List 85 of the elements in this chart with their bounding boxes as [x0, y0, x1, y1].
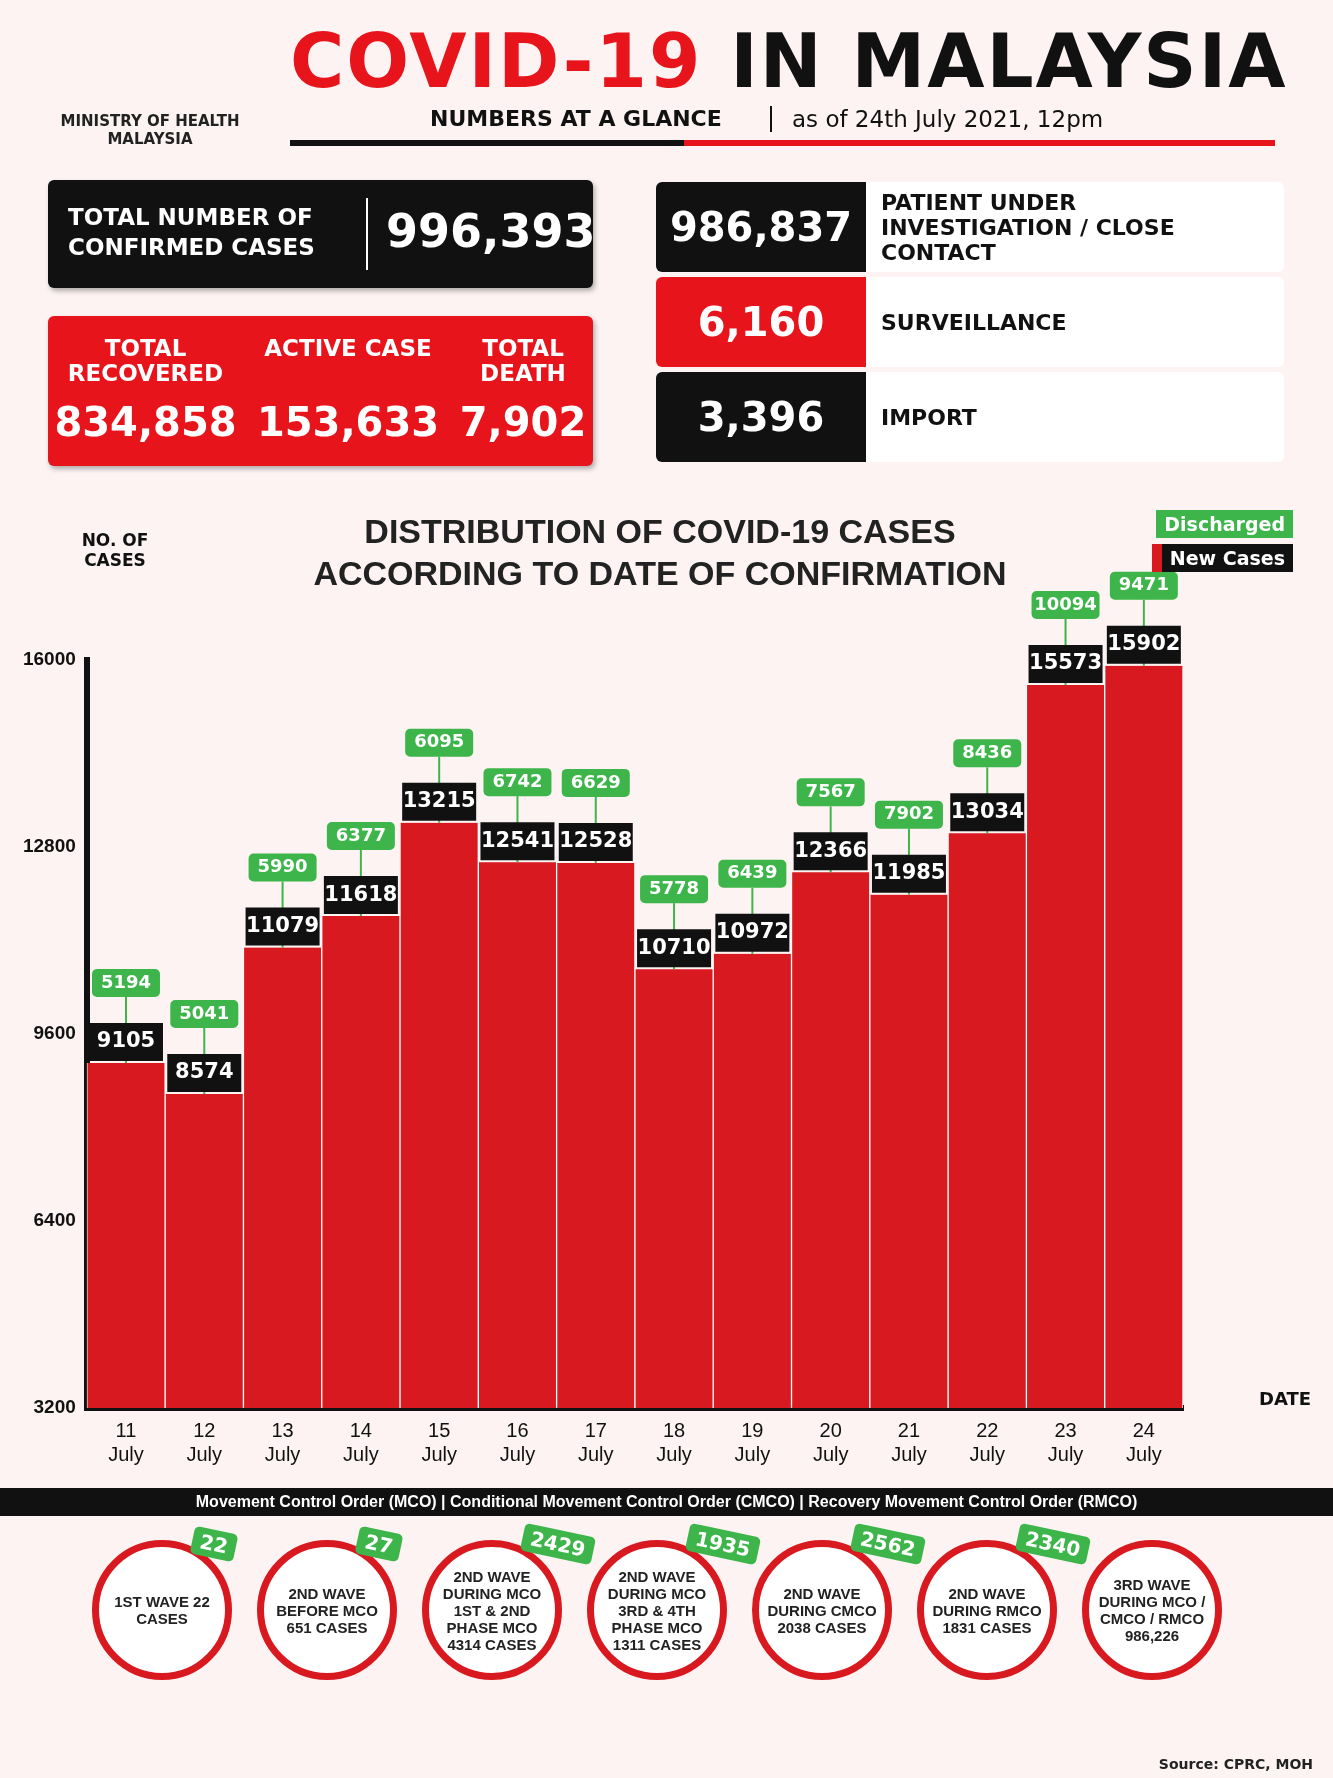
x-tick-label: 13 July — [264, 1418, 301, 1465]
x-tick-label: 21 July — [891, 1418, 927, 1465]
category-label: TOTAL DEATH — [479, 335, 567, 388]
data-label: 12541 — [480, 827, 554, 852]
data-label: 10710 — [637, 934, 711, 959]
annotation: 6439 — [727, 861, 778, 883]
category-label: ACTIVE CASE — [263, 335, 433, 363]
annotation: 6629 — [570, 770, 621, 792]
text: 6,160 — [697, 299, 825, 345]
data-label: 11079 — [246, 913, 320, 938]
text: COVID-19 IN MALAYSIA — [290, 18, 1288, 104]
category-label: 2ND WAVE DURING MCO 3RD & 4TH PHASE MCO 1311 CASES — [607, 1567, 707, 1653]
annotation: 5990 — [257, 855, 308, 877]
annotation: 9471 — [1118, 573, 1169, 595]
data-label: 1935 — [684, 1522, 761, 1566]
x-tick-label: 17 July — [577, 1418, 614, 1465]
annotation: 6095 — [414, 730, 465, 752]
x-tick-label: 16 July — [499, 1418, 536, 1465]
y-tick-label: 6400 — [33, 1209, 76, 1231]
text: 153,633 — [256, 399, 440, 445]
category-label: TOTAL NUMBER OF CONFIRMED CASES — [68, 203, 316, 262]
category-label: SURVEILLANCE — [881, 308, 1068, 337]
x-tick-label: 23 July — [1047, 1418, 1084, 1465]
annotation: 5778 — [649, 876, 700, 898]
text: Movement Control Order (MCO) | Conditional Movement Control Order (CMCO) | Recovery Movement Control Order (RMCO) — [0, 1488, 1333, 1516]
y-tick-label: 9600 — [33, 1022, 76, 1044]
text: NUMBERS AT A GLANCE — [430, 106, 722, 131]
data-label: 13034 — [950, 798, 1024, 823]
y-tick-label: 12800 — [22, 835, 76, 857]
data-label: 12366 — [794, 837, 868, 862]
text: 834,858 — [54, 399, 237, 445]
category-label: 2ND WAVE DURING RMCO 1831 CASES — [932, 1584, 1042, 1636]
category-label: PATIENT UNDER INVESTIGATION / CLOSE CONTACT — [881, 188, 1176, 267]
x-tick-label: 15 July — [421, 1418, 457, 1465]
category-label: IMPORT — [881, 403, 978, 432]
x-tick-label: 20 July — [812, 1418, 849, 1465]
x-tick-label: 11 July — [108, 1418, 144, 1465]
annotation: 8436 — [962, 741, 1013, 762]
source-note: Source: CPRC, MOH — [1158, 1756, 1313, 1772]
x-tick-label: 12 July — [186, 1418, 223, 1465]
y-tick-label: 3200 — [33, 1396, 76, 1418]
data-label: 13215 — [402, 788, 476, 813]
data-label: 2562 — [849, 1522, 926, 1566]
data-label: 10972 — [715, 919, 789, 944]
annotation: 6377 — [335, 823, 386, 845]
data-label: 2429 — [519, 1522, 596, 1566]
category-label: 2ND WAVE DURING CMCO 2038 CASES — [767, 1584, 877, 1636]
category-label: 3RD WAVE DURING MCO / CMCO / RMCO 986,226 — [1082, 1540, 1222, 1680]
chart-title: DISTRIBUTION OF COVID-19 CASES ACCORDING TO DATE OF CONFIRMATION — [312, 511, 1008, 594]
data-label: 9105 — [96, 1028, 156, 1053]
x-tick-label: 18 July — [656, 1418, 692, 1465]
text: MINISTRY OF HEALTH MALAYSIA — [59, 112, 241, 148]
text: Discharged — [1156, 510, 1293, 538]
data-label: 11618 — [324, 881, 398, 906]
x-axis-title: DATE — [1258, 1388, 1311, 1409]
text: 3,396 — [697, 394, 825, 440]
category-label: 2ND WAVE DURING MCO 1ST & 2ND PHASE MCO 4314 CASES — [442, 1567, 542, 1653]
data-label: 15573 — [1029, 650, 1103, 675]
annotation: 6742 — [492, 769, 543, 791]
x-tick-label: 14 July — [343, 1418, 379, 1465]
annotation: 7567 — [805, 780, 856, 802]
annotation: 5194 — [100, 970, 152, 992]
x-tick-label: 24 July — [1126, 1418, 1162, 1465]
legend-label: New Cases — [1151, 544, 1293, 572]
y-axis-title: NO. OF CASES — [80, 530, 150, 570]
text: 986,837 — [669, 204, 853, 250]
data-label: 12528 — [559, 828, 633, 853]
text: 996,393 — [386, 204, 596, 258]
data-label: 15902 — [1107, 631, 1181, 656]
category-label: 2ND WAVE BEFORE MCO 651 CASES — [276, 1584, 378, 1636]
x-tick-label: 22 July — [969, 1418, 1006, 1465]
data-label: 8574 — [175, 1059, 234, 1084]
annotation: 7902 — [883, 802, 935, 824]
text: 7,902 — [459, 399, 587, 445]
annotation: 5041 — [179, 1001, 230, 1023]
annotation: 10094 — [1034, 592, 1097, 614]
data-label: 22 — [189, 1525, 239, 1563]
x-tick-label: 19 July — [734, 1418, 771, 1465]
data-label: 2340 — [1014, 1522, 1091, 1566]
y-tick-label: 16000 — [22, 648, 76, 670]
category-label: TOTAL RECOVERED — [66, 335, 225, 388]
data-label: 11985 — [872, 860, 946, 885]
text: as of 24th July 2021, 12pm — [770, 106, 1104, 132]
category-label: 1ST WAVE 22 CASES — [114, 1593, 210, 1627]
data-label: 27 — [354, 1525, 404, 1563]
